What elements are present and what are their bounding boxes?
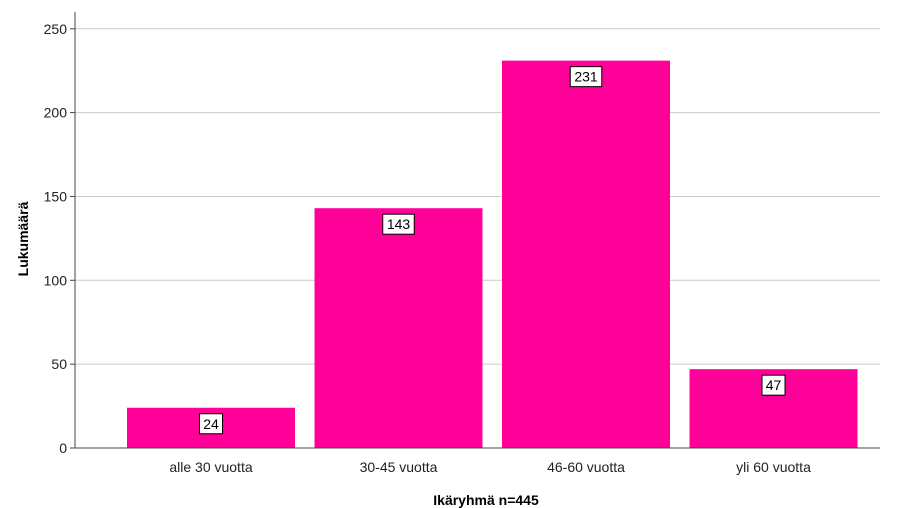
y-axis-title: Lukumäärä <box>15 201 31 276</box>
data-label-box <box>382 213 415 235</box>
x-tick-label: 46-60 vuotta <box>547 459 625 475</box>
y-tick-label: 50 <box>51 356 67 372</box>
grid-lines <box>75 28 880 365</box>
x-tick-label: yli 60 vuotta <box>736 459 811 475</box>
x-tick-label: 30-45 vuotta <box>360 459 438 475</box>
y-tick-label: 200 <box>44 105 68 121</box>
bar-3 <box>502 60 670 448</box>
x-axis-title: Ikäryhmä n=445 <box>433 492 539 508</box>
data-labels: 24 143 231 47 <box>199 66 786 435</box>
y-tick-label: 0 <box>59 440 67 456</box>
data-label: 47 <box>766 377 782 393</box>
data-label: 24 <box>203 416 219 432</box>
x-tick-label: alle 30 vuotta <box>169 459 252 475</box>
bar-2 <box>314 208 483 448</box>
data-label: 231 <box>574 69 598 85</box>
data-label-box <box>569 66 603 88</box>
y-tick-label: 100 <box>44 272 68 288</box>
bars <box>127 60 858 448</box>
axes: 0 50 100 150 200 250 alle 30 vuotta 30-45 vuott… <box>44 12 880 475</box>
data-label-box <box>761 374 786 396</box>
y-tick-label: 150 <box>44 188 68 204</box>
y-tick-label: 250 <box>44 21 68 37</box>
data-label: 143 <box>387 216 411 232</box>
data-label-box <box>199 413 223 435</box>
